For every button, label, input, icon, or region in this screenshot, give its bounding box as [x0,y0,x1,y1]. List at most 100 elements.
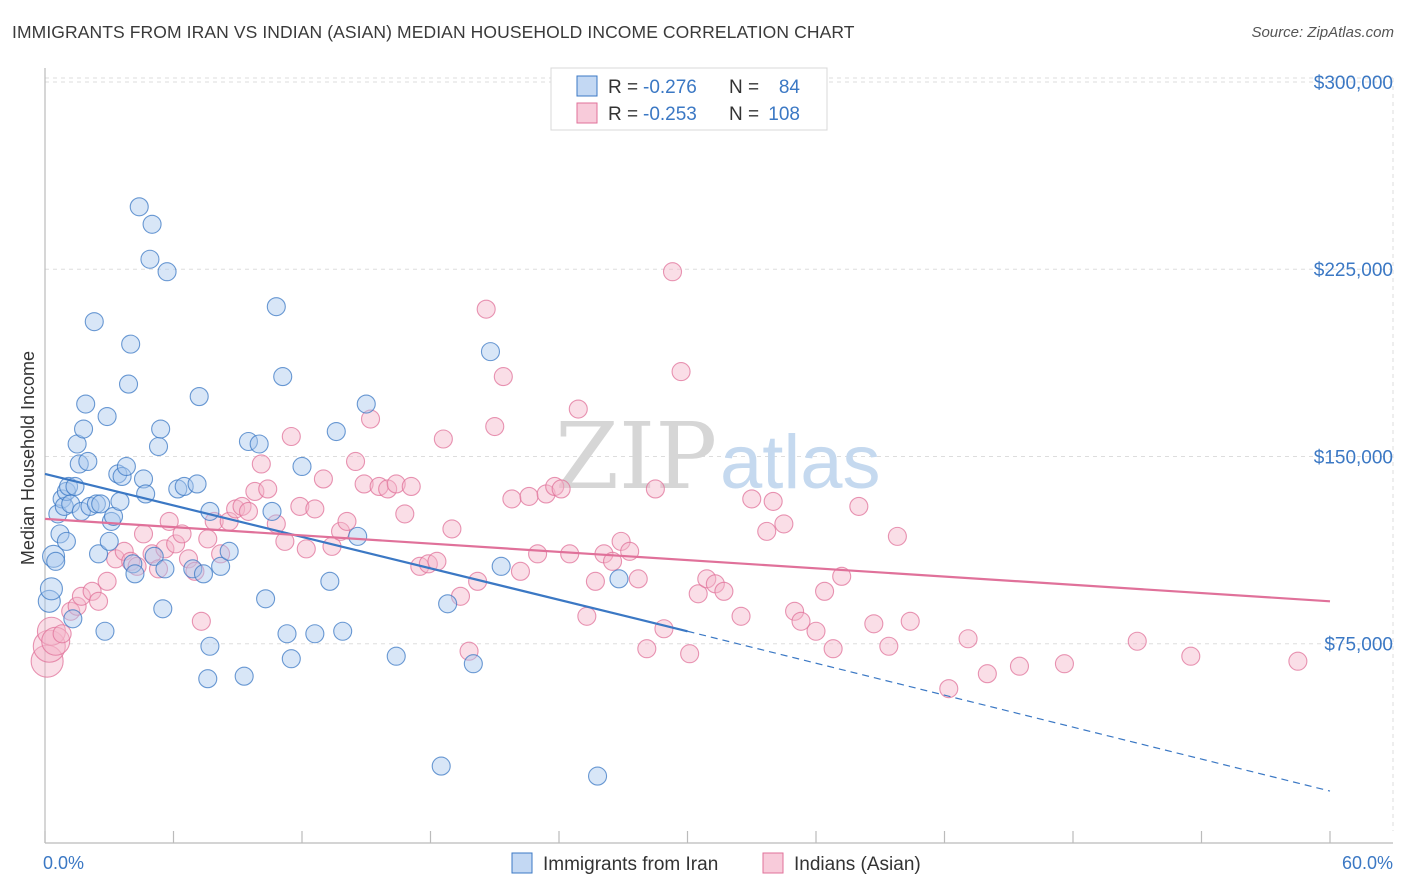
watermark-atlas: atlas [720,420,881,505]
pink-point-85 [680,644,700,664]
blue-point-77 [431,756,451,776]
pink-point-5 [61,601,81,621]
blue-point-44 [148,436,169,457]
blue-point-67 [277,624,297,644]
blue-point-22 [86,494,106,514]
blue-point-69 [292,456,312,477]
pink-point-17 [148,559,169,579]
legend-stats: R = -0.276 N = 84 R = -0.253 N = 108 [550,67,828,131]
chart-source: Source: ZipAtlas.com [1251,24,1394,41]
blue-point-26 [97,406,117,427]
blue-point-51 [183,559,203,579]
blue-point-55 [198,669,218,689]
pink-point-92 [757,521,777,541]
pink-point-30 [232,496,252,516]
legend-n-value-blue: 84 [779,77,801,98]
blue-point-5 [50,524,70,544]
pink-point-18 [155,539,175,559]
pink-point-91 [742,489,762,509]
pink-point-51 [395,504,415,524]
blue-point-42 [142,214,162,234]
blue-point-72 [326,421,346,442]
blue-point-53 [189,387,209,407]
legend-swatch-pink [576,102,598,124]
pink-point-63 [493,367,513,387]
pink-point-15 [133,524,154,544]
blue-point-79 [463,654,483,674]
blue-point-46 [153,599,173,619]
pink-point-110 [1054,654,1074,674]
legend-bottom-swatch-blue [511,852,533,874]
pink-point-20 [166,534,186,554]
pink-point-66 [519,486,539,506]
blue-point-83 [609,569,629,589]
blue-point-73 [333,621,353,641]
legend-bottom-swatch-pink [762,852,784,874]
blue-point-37 [125,564,145,584]
pink-point-44 [337,511,357,531]
blue-point-39 [133,469,154,489]
pink-point-46 [354,474,374,494]
blue-point-19 [78,451,98,472]
blue-point-31 [110,491,130,511]
blue-point-35 [121,334,141,354]
trend-line-iran [44,472,688,633]
pink-point-105 [900,611,920,631]
blue-point-63 [256,589,276,609]
pink-point-101 [849,496,869,516]
blue-point-38 [129,197,149,217]
pink-point-8 [82,581,102,601]
blue-point-48 [157,262,177,282]
pink-point-9 [88,591,109,611]
pink-point-72 [568,399,588,419]
y-tick-label-1: $150,000 [1314,447,1393,468]
blue-point-80 [480,342,501,362]
y-tick-labels: $75,000 $150,000 $225,000 $300,000 [1314,73,1393,656]
pink-point-95 [785,601,805,621]
blue-point-68 [281,649,301,669]
blue-point-33 [116,456,136,477]
pink-point-86 [688,584,708,604]
pink-point-96 [791,611,811,631]
pink-point-82 [654,619,674,639]
legend-r-value-pink: -0.253 [643,104,697,125]
pink-point-79 [628,569,648,589]
pink-point-103 [879,636,899,656]
pink-point-10 [97,571,117,591]
pink-point-76 [602,551,623,571]
y-axis-label: Median Household Income [18,351,38,565]
blue-point-76 [386,646,406,666]
blue-point-71 [320,571,340,591]
blue-point-1 [39,577,63,601]
legend-swatch-blue [576,75,598,97]
pink-point-104 [887,526,907,546]
watermark-zip: ZIP [555,403,717,510]
pink-point-13 [121,551,141,571]
pink-point-4 [52,624,72,644]
pink-point-99 [823,639,843,659]
blue-point-45 [151,419,171,439]
pink-point-108 [977,664,997,684]
trend-line-indians [44,517,1331,603]
pink-point-97 [806,621,826,641]
pink-point-112 [1181,646,1201,666]
pink-point-84 [671,362,691,382]
grid-lines [45,77,1394,831]
axes [44,68,1393,844]
blue-point-60 [234,666,254,686]
blue-point-52 [187,474,207,494]
pink-point-113 [1288,651,1308,671]
pink-point-111 [1127,631,1147,651]
pink-point-106 [939,679,959,699]
pink-point-6 [67,596,87,616]
blue-point-8 [56,531,76,551]
blue-point-81 [491,556,511,576]
pink-point-0 [30,644,64,678]
pink-point-34 [258,479,278,499]
pink-point-24 [191,611,211,631]
blue-point-24 [91,494,111,514]
legend-n-label-blue: N = [729,77,759,98]
pink-point-50 [386,474,406,494]
x-tick-labels: 0.0% 60.0% [43,853,1393,873]
pink-point-109 [1009,656,1030,676]
